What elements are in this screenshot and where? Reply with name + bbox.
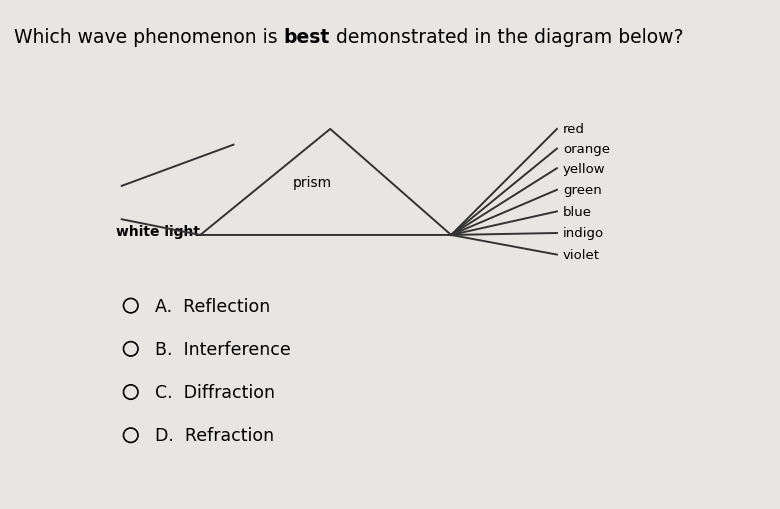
Text: violet: violet bbox=[563, 248, 600, 262]
Text: C.  Diffraction: C. Diffraction bbox=[155, 383, 275, 401]
Text: white light: white light bbox=[115, 224, 200, 239]
Text: best: best bbox=[284, 28, 330, 47]
Text: prism: prism bbox=[292, 176, 332, 189]
Text: green: green bbox=[563, 184, 601, 197]
Text: yellow: yellow bbox=[563, 162, 605, 175]
Text: Which wave phenomenon is: Which wave phenomenon is bbox=[14, 28, 284, 47]
Text: orange: orange bbox=[563, 143, 610, 156]
Text: demonstrated in the diagram below?: demonstrated in the diagram below? bbox=[330, 28, 683, 47]
Text: D.  Refraction: D. Refraction bbox=[155, 427, 274, 444]
Text: A.  Reflection: A. Reflection bbox=[155, 297, 270, 315]
Text: indigo: indigo bbox=[563, 227, 604, 240]
Text: red: red bbox=[563, 123, 585, 136]
Text: blue: blue bbox=[563, 206, 592, 218]
Text: B.  Interference: B. Interference bbox=[155, 340, 291, 358]
